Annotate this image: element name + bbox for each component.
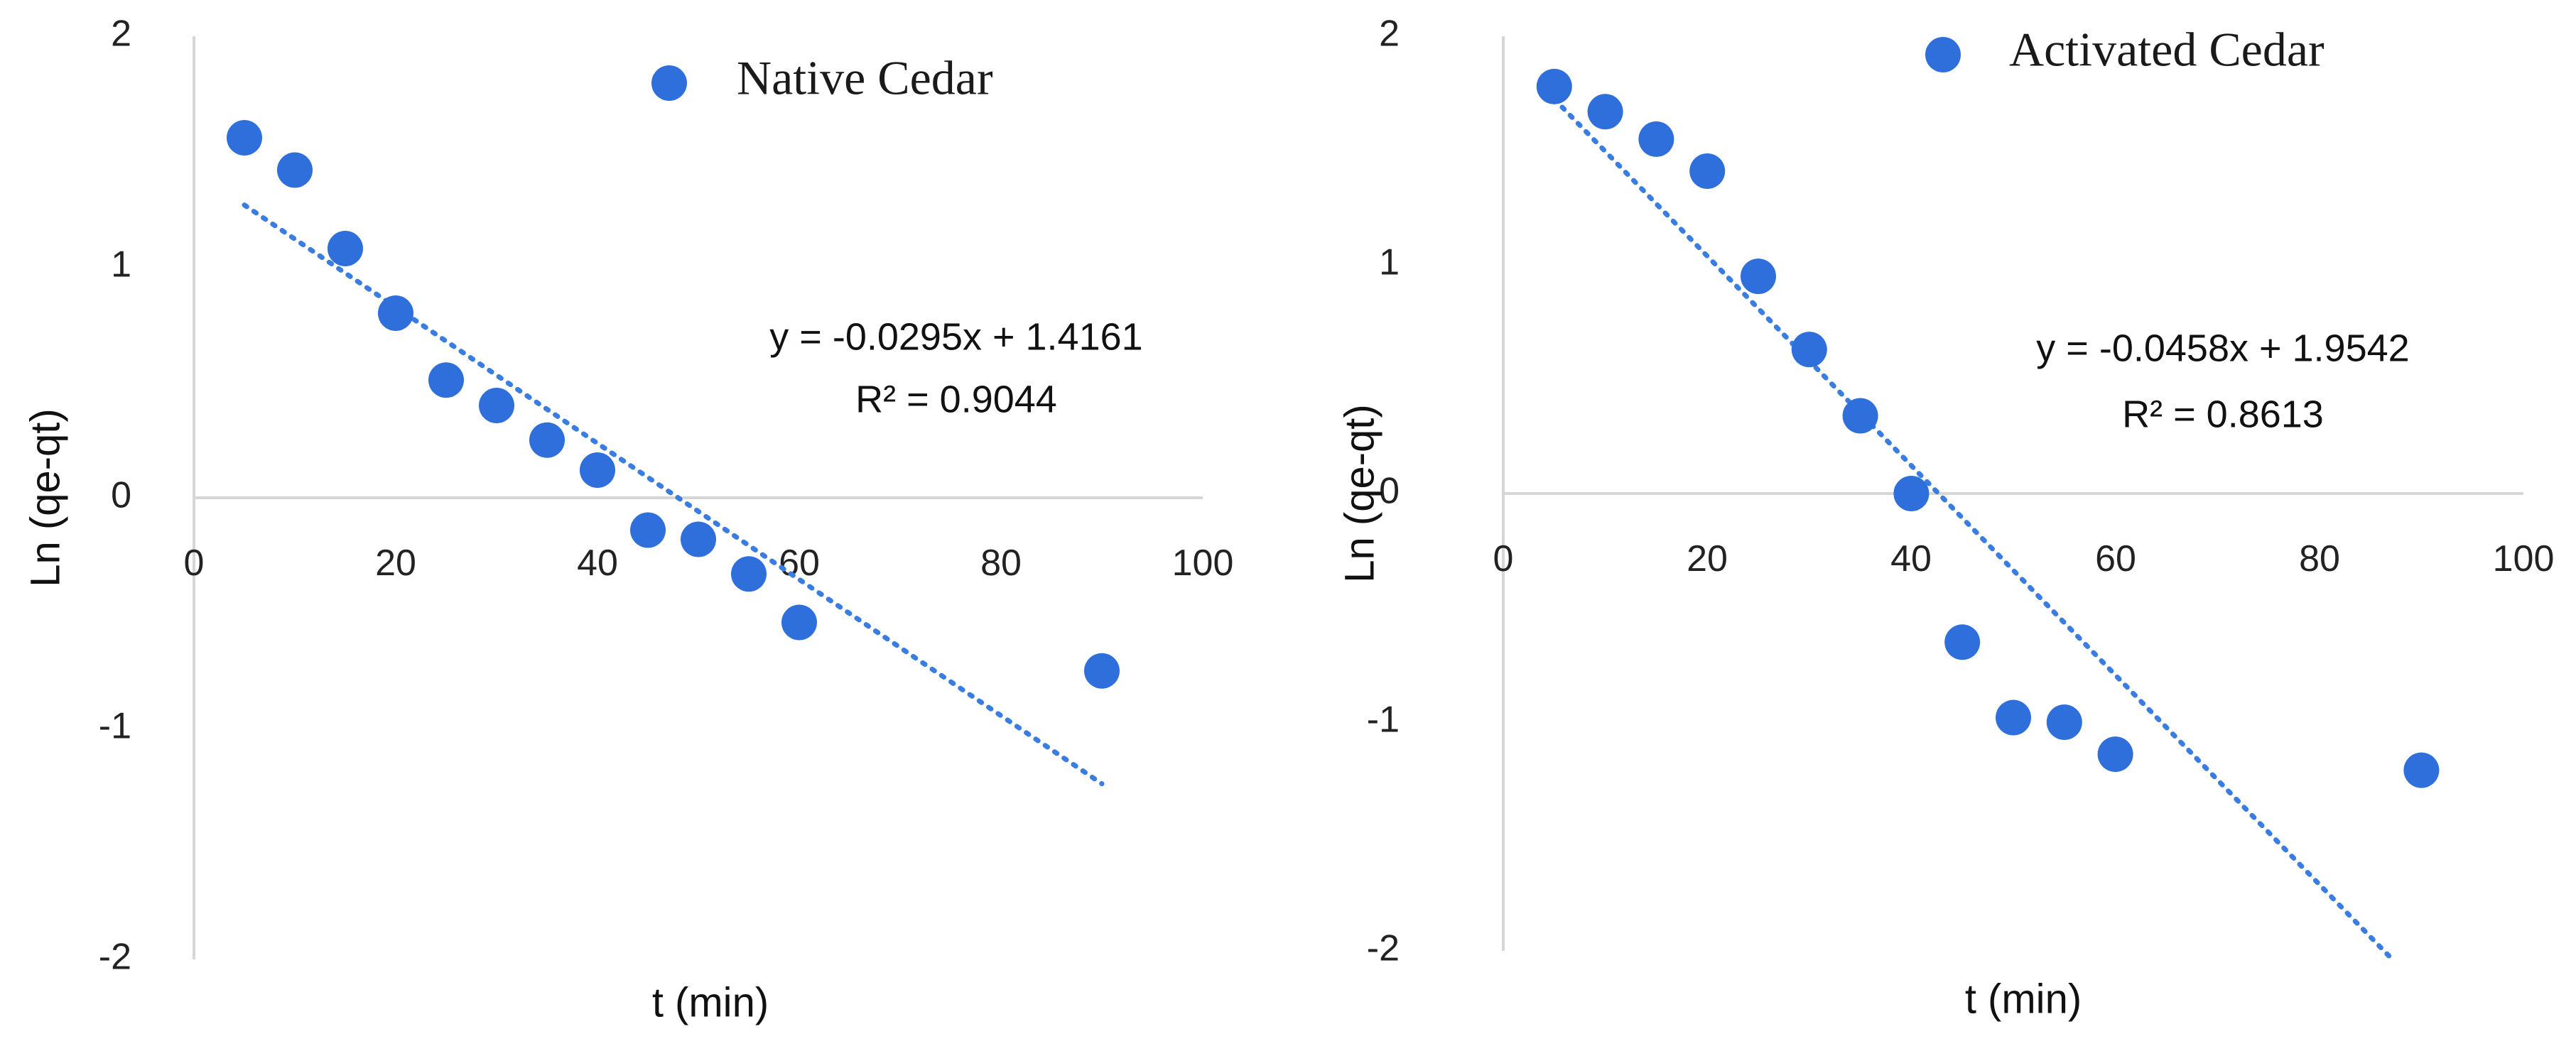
y-tick-label: 1 (1379, 242, 1400, 283)
y-axis-ticks: 2 1 0 -1 -2 (1367, 13, 1400, 969)
data-point (2403, 752, 2440, 788)
data-point (580, 452, 615, 488)
y-tick-label: -1 (99, 706, 131, 747)
data-point (1996, 699, 2031, 736)
x-axis-title: t (min) (1965, 976, 2082, 1022)
r-squared: R² = 0.9044 (855, 378, 1057, 420)
legend-marker (1925, 37, 1961, 72)
legend: Native Cedar (651, 51, 993, 105)
data-point (1638, 121, 1674, 157)
x-tick-label: 40 (577, 543, 618, 584)
data-point (1741, 258, 1776, 295)
x-tick-label: 0 (1493, 538, 1514, 579)
data-point (1893, 476, 1930, 511)
trendline (242, 202, 1105, 787)
r-squared: R² = 0.8613 (2122, 393, 2324, 435)
data-points (1536, 68, 2440, 788)
data-point (1791, 332, 1827, 368)
y-tick-label: 2 (1379, 13, 1400, 55)
data-point (781, 604, 817, 641)
y-tick-label: 1 (111, 244, 131, 285)
trendline (1552, 96, 2393, 961)
data-point (328, 231, 363, 266)
data-point (529, 422, 565, 458)
data-point (731, 556, 767, 592)
x-axis-ticks: 0 20 40 60 80 100 (184, 543, 1234, 584)
data-point (1084, 653, 1120, 689)
y-axis-ticks: 2 1 0 -1 -2 (99, 13, 131, 978)
y-tick-label: -2 (1367, 928, 1400, 969)
y-tick-label: 0 (1379, 471, 1400, 512)
data-point (428, 362, 464, 398)
data-point (479, 388, 514, 423)
trendline-equation: y = -0.0458x + 1.9542 (2036, 327, 2409, 369)
y-axis-title: Ln (qe-qt) (1336, 404, 1382, 582)
chart-native-cedar: 2 1 0 -1 -2 0 20 40 60 80 100 Native Ced… (22, 13, 1233, 1026)
data-point (1689, 153, 1726, 189)
legend-marker (651, 65, 687, 101)
y-tick-label: 2 (111, 13, 131, 55)
legend-label: Activated Cedar (2009, 23, 2325, 77)
chart-activated-cedar: 2 1 0 -1 -2 0 20 40 60 80 100 Activated … (1336, 13, 2554, 1023)
x-tick-label: 100 (1172, 543, 1234, 584)
data-point (2046, 704, 2082, 740)
data-point (277, 152, 313, 188)
data-point (1587, 94, 1623, 130)
data-point (681, 521, 716, 557)
x-tick-label: 100 (2493, 538, 2555, 579)
trendline-equation: y = -0.0295x + 1.4161 (769, 315, 1142, 358)
y-tick-label: -2 (99, 937, 131, 978)
data-point (2097, 736, 2133, 773)
data-point (630, 512, 666, 548)
data-points (227, 120, 1120, 689)
y-tick-label: -1 (1367, 699, 1400, 741)
legend-label: Native Cedar (737, 51, 993, 105)
data-point (1944, 624, 1981, 660)
x-axis-ticks: 0 20 40 60 80 100 (1493, 538, 2555, 579)
y-axis-title: Ln (qe-qt) (22, 408, 68, 587)
x-tick-label: 40 (1890, 538, 1932, 579)
legend: Activated Cedar (1925, 23, 2325, 77)
x-tick-label: 20 (1687, 538, 1728, 579)
x-tick-label: 60 (779, 543, 820, 584)
x-tick-label: 80 (2299, 538, 2340, 579)
data-point (1536, 68, 1572, 104)
data-point (378, 295, 413, 331)
x-tick-label: 0 (184, 543, 205, 584)
data-point (227, 120, 262, 156)
x-tick-label: 80 (980, 543, 1022, 584)
x-axis-title: t (min) (652, 979, 769, 1025)
x-tick-label: 20 (375, 543, 416, 584)
data-point (1842, 398, 1878, 434)
x-tick-label: 60 (2095, 538, 2136, 579)
y-tick-label: 0 (111, 475, 131, 516)
